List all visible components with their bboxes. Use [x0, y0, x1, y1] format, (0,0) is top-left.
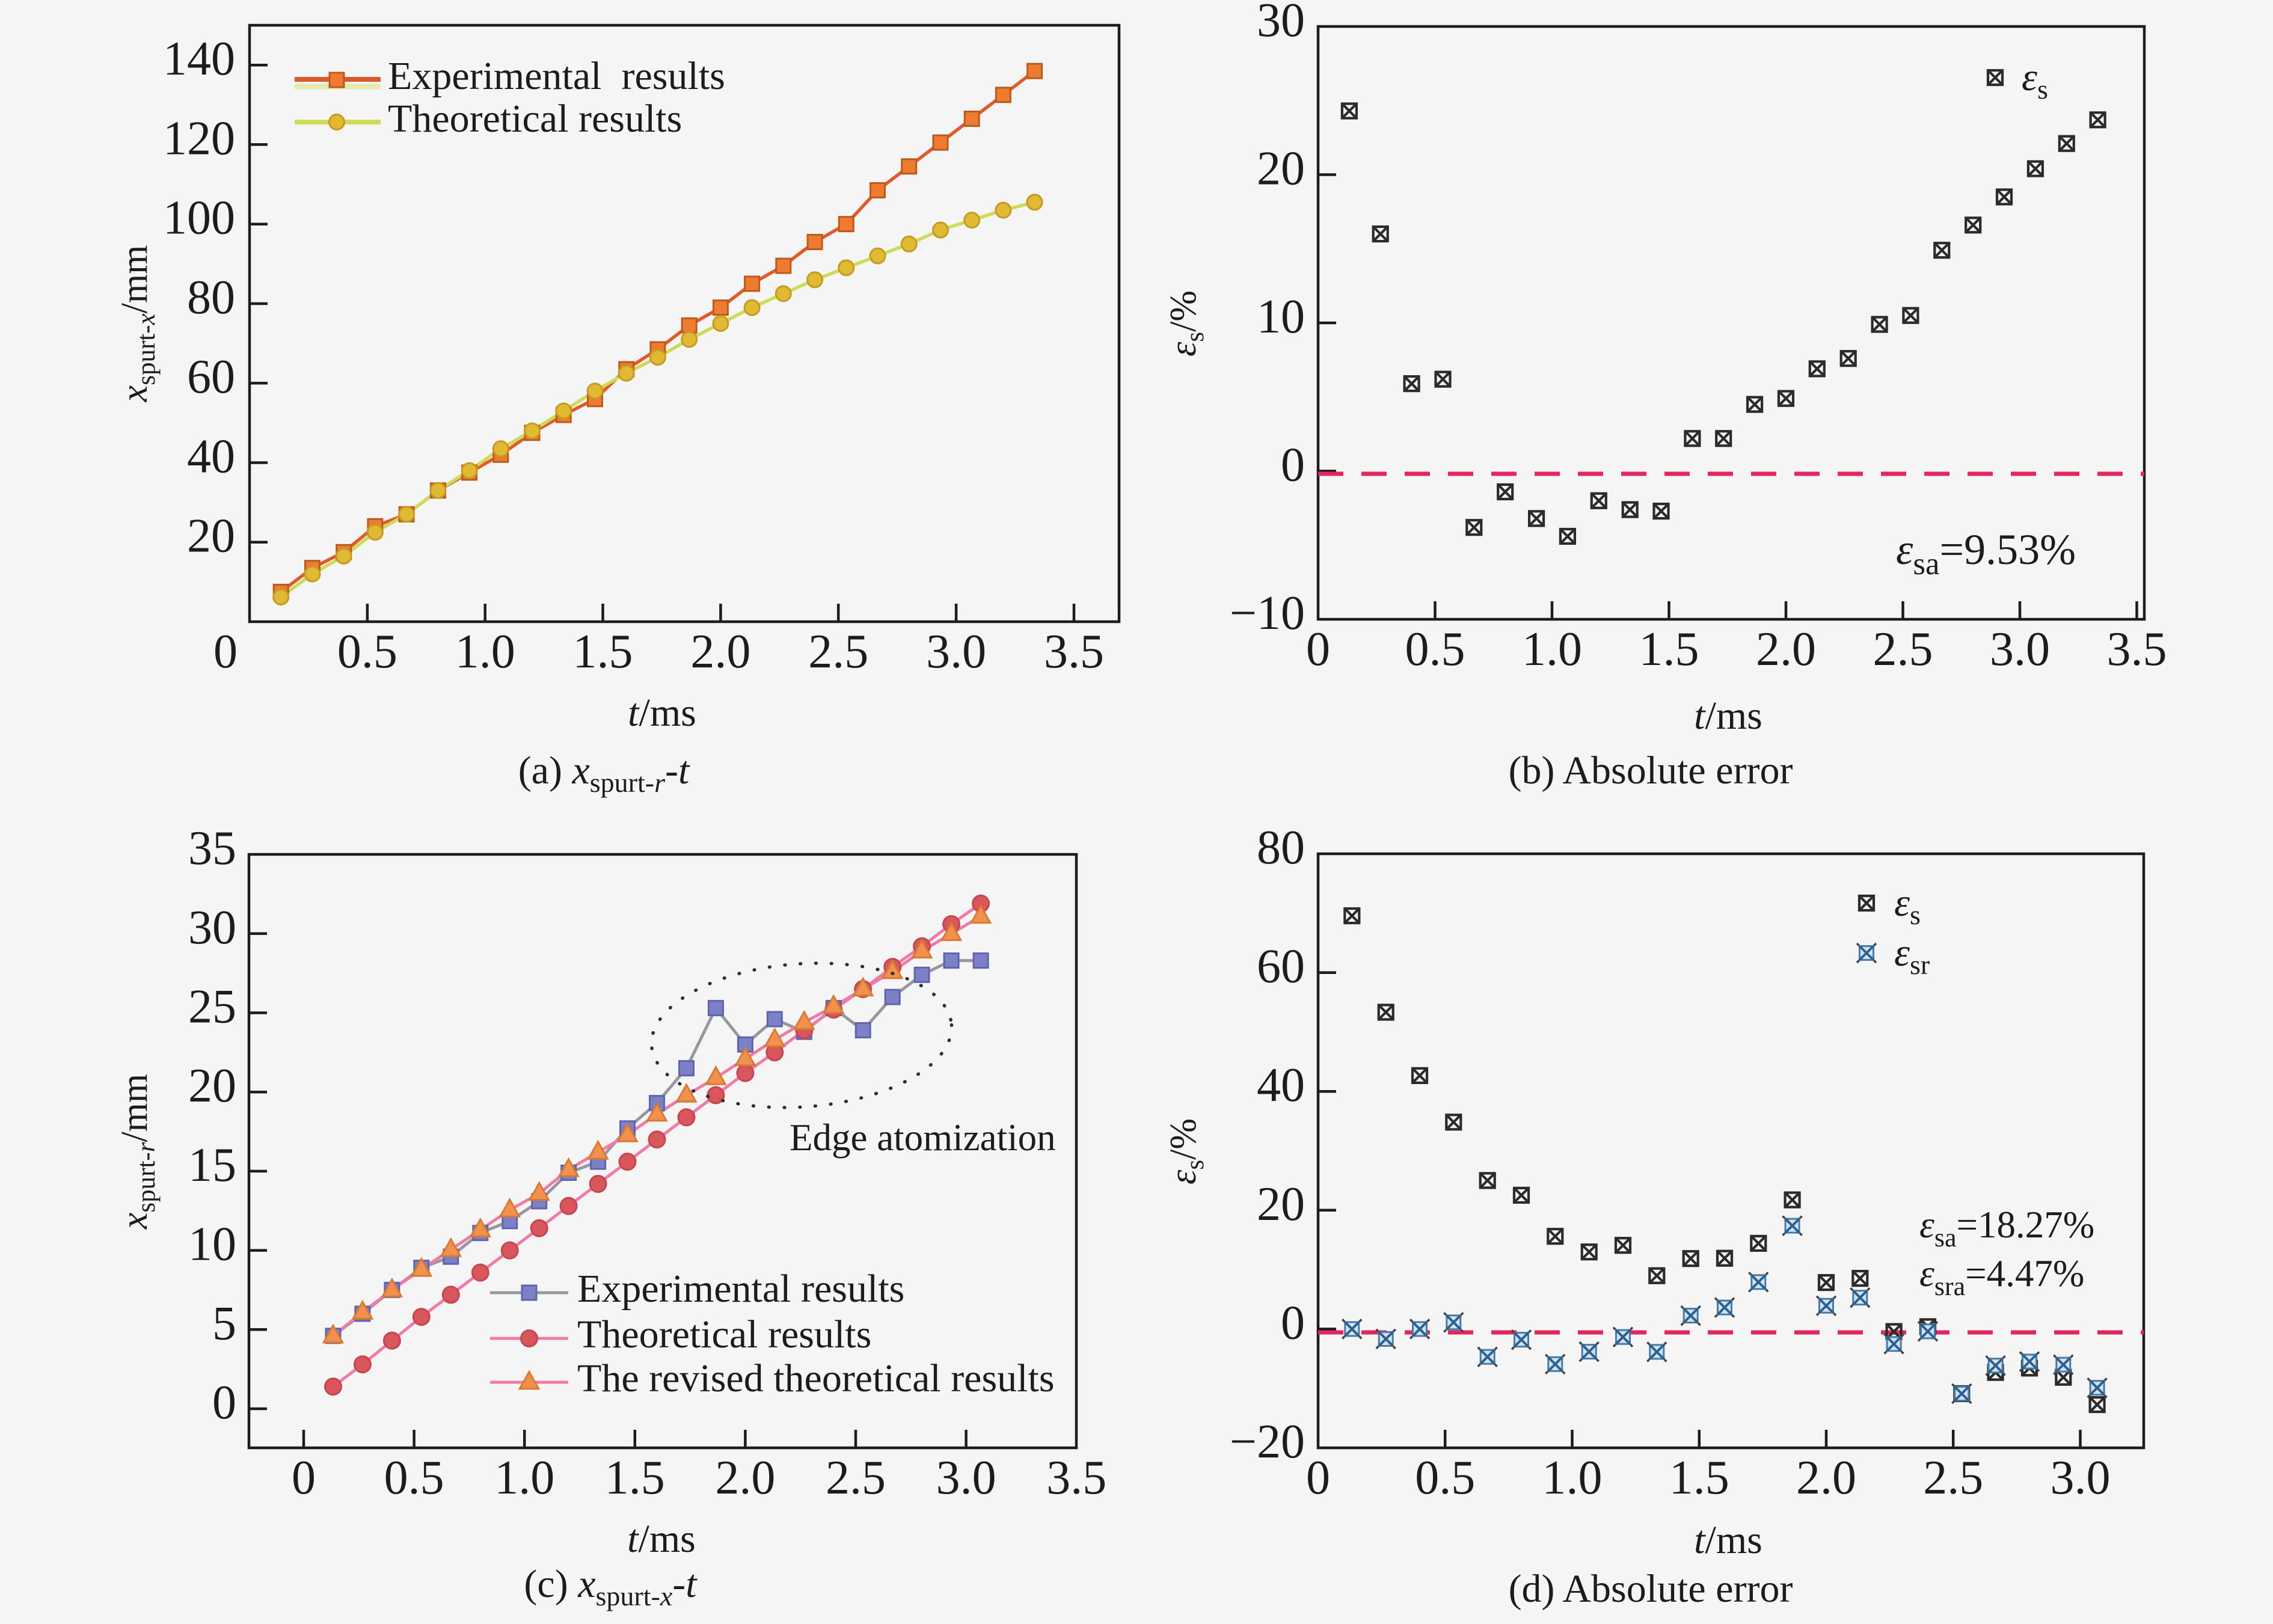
svg-text:εs: εs: [1894, 881, 1921, 930]
svg-text:1.5: 1.5: [573, 625, 633, 678]
svg-text:1.0: 1.0: [1522, 623, 1582, 676]
svg-text:(d) Absolute error: (d) Absolute error: [1509, 1567, 1793, 1611]
svg-text:3.0: 3.0: [1990, 623, 2050, 676]
svg-text:0: 0: [1306, 1451, 1330, 1504]
svg-text:εs/%: εs/%: [1163, 1118, 1209, 1184]
svg-text:2.0: 2.0: [1756, 623, 1816, 676]
svg-text:3.5: 3.5: [1046, 1451, 1106, 1504]
svg-text:1.5: 1.5: [605, 1451, 665, 1504]
svg-text:Experimental results: Experimental results: [577, 1267, 904, 1311]
svg-text:40: 40: [187, 431, 235, 483]
svg-text:εs: εs: [2022, 55, 2048, 105]
svg-text:80: 80: [1257, 821, 1305, 874]
svg-text:0: 0: [1281, 1296, 1305, 1349]
svg-text:t/ms: t/ms: [628, 691, 696, 735]
svg-text:0: 0: [292, 1451, 316, 1504]
svg-text:0: 0: [1306, 623, 1330, 676]
svg-text:1.0: 1.0: [494, 1451, 554, 1504]
svg-text:20: 20: [1257, 1178, 1305, 1231]
svg-text:2.0: 2.0: [715, 1451, 775, 1504]
svg-text:2.0: 2.0: [1796, 1451, 1856, 1504]
svg-text:60: 60: [1257, 940, 1305, 993]
svg-text:1.5: 1.5: [1639, 623, 1699, 676]
svg-text:35: 35: [188, 822, 236, 875]
svg-text:40: 40: [1257, 1059, 1305, 1112]
svg-text:20: 20: [187, 510, 235, 563]
svg-text:0.5: 0.5: [1405, 623, 1465, 676]
svg-text:t/ms: t/ms: [1694, 694, 1762, 738]
svg-text:εsa=9.53%: εsa=9.53%: [1896, 526, 2076, 581]
svg-text:3.0: 3.0: [926, 625, 986, 678]
svg-text:0.5: 0.5: [384, 1451, 444, 1504]
svg-text:2.5: 2.5: [826, 1451, 886, 1504]
svg-text:0.5: 0.5: [337, 625, 397, 678]
svg-text:60: 60: [187, 351, 235, 403]
svg-text:−10: −10: [1230, 587, 1305, 640]
svg-text:1.0: 1.0: [1542, 1451, 1603, 1504]
svg-text:120: 120: [163, 112, 235, 165]
svg-text:1.5: 1.5: [1669, 1451, 1729, 1504]
svg-text:1.0: 1.0: [455, 625, 515, 678]
svg-text:25: 25: [188, 981, 236, 1034]
svg-text:Theoretical results: Theoretical results: [388, 97, 682, 141]
svg-text:2.5: 2.5: [1873, 623, 1933, 676]
svg-text:(b) Absolute error: (b) Absolute error: [1509, 749, 1793, 792]
svg-text:140: 140: [163, 32, 235, 85]
svg-text:t/ms: t/ms: [627, 1517, 696, 1561]
svg-text:30: 30: [188, 901, 236, 954]
svg-text:0.5: 0.5: [1415, 1451, 1475, 1504]
svg-text:εsa=18.27%: εsa=18.27%: [1919, 1204, 2094, 1252]
svg-text:3.0: 3.0: [936, 1451, 996, 1504]
svg-text:30: 30: [1257, 0, 1305, 47]
svg-text:−20: −20: [1230, 1415, 1305, 1468]
svg-text:20: 20: [1257, 142, 1305, 195]
svg-text:2.5: 2.5: [808, 625, 868, 678]
svg-text:xspurt-r/mm: xspurt-r/mm: [114, 1074, 161, 1230]
svg-text:3.5: 3.5: [1044, 625, 1104, 678]
svg-text:Edge atomization: Edge atomization: [790, 1117, 1056, 1159]
svg-text:80: 80: [187, 271, 235, 324]
svg-text:εsr: εsr: [1894, 931, 1930, 980]
svg-text:2.5: 2.5: [1923, 1451, 1983, 1504]
svg-text:Experimental results: Experimental results: [388, 54, 725, 98]
svg-text:3.5: 3.5: [2107, 623, 2167, 676]
svg-text:10: 10: [1257, 290, 1305, 343]
svg-text:100: 100: [163, 192, 235, 245]
svg-text:0: 0: [212, 1376, 236, 1429]
svg-text:The revised theoretical result: The revised theoretical results: [577, 1356, 1055, 1400]
svg-text:Theoretical results: Theoretical results: [577, 1313, 871, 1356]
svg-text:0: 0: [213, 625, 238, 678]
svg-text:εs/%: εs/%: [1163, 290, 1209, 357]
svg-text:εsra=4.47%: εsra=4.47%: [1919, 1252, 2084, 1301]
svg-text:t/ms: t/ms: [1694, 1518, 1762, 1562]
svg-text:5: 5: [212, 1297, 236, 1350]
svg-text:0: 0: [1281, 439, 1305, 492]
svg-text:10: 10: [188, 1218, 236, 1271]
svg-text:3.0: 3.0: [2051, 1451, 2111, 1504]
svg-text:20: 20: [188, 1059, 236, 1112]
svg-text:2.0: 2.0: [690, 625, 750, 678]
svg-text:xspurt-x/mm: xspurt-x/mm: [114, 245, 161, 403]
svg-text:15: 15: [188, 1139, 236, 1192]
